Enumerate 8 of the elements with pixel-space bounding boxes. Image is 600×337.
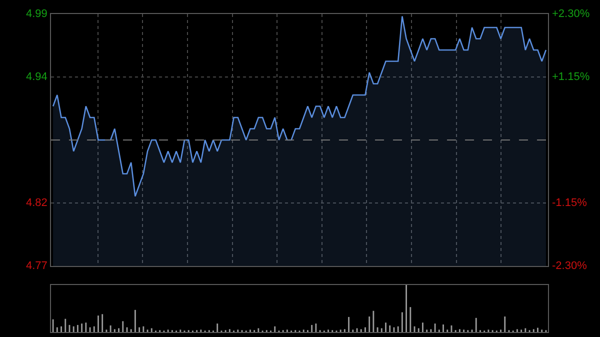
- y2-tick-label: -1.15%: [552, 197, 588, 209]
- y-tick-label: 4.77: [26, 260, 48, 272]
- y-tick-label: 4.94: [26, 71, 48, 83]
- y2-tick-label: -2.30%: [552, 260, 588, 272]
- y-tick-label: 4.99: [26, 8, 48, 20]
- y2-tick-label: +2.30%: [552, 8, 590, 20]
- y-tick-label: 4.82: [26, 197, 48, 209]
- y2-tick-label: +1.15%: [552, 71, 590, 83]
